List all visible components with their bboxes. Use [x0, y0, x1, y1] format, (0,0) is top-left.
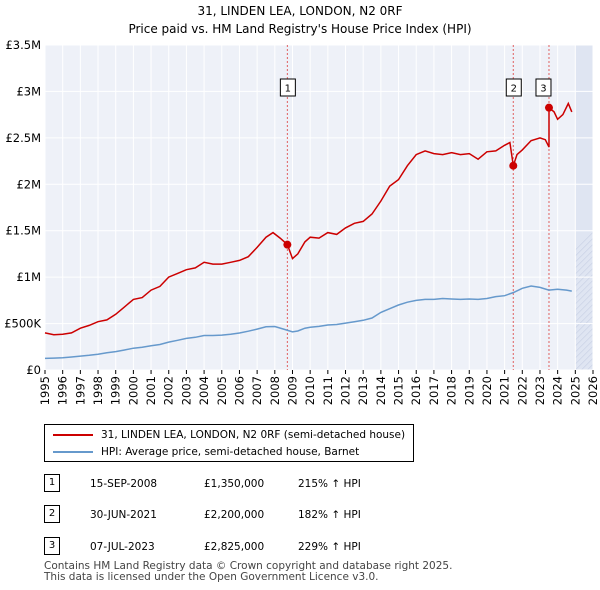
transaction-label-box — [535, 78, 552, 97]
footer: Contains HM Land Registry data © Crown c… — [44, 561, 452, 583]
x-tick-label: 2013 — [356, 376, 370, 405]
legend-item-hpi: HPI: Average price, semi-detached house,… — [53, 444, 359, 460]
plot-background — [45, 45, 593, 370]
x-tick-label: 2004 — [197, 376, 211, 405]
transaction-date: 07-JUL-2023 — [90, 541, 155, 553]
hatch-line — [575, 309, 593, 329]
transaction-hpi-change: 229% ↑ HPI — [298, 541, 361, 553]
x-tick-label: 1996 — [56, 376, 70, 405]
series-line — [44, 101, 573, 336]
chart-title: 31, LINDEN LEA, LONDON, N2 0RF — [197, 4, 402, 18]
x-tick-label: 1995 — [38, 376, 52, 405]
transaction-point — [283, 240, 292, 249]
legend-swatch-hpi — [53, 451, 93, 453]
transaction-point — [544, 103, 553, 112]
transaction-label-box — [505, 78, 522, 97]
x-tick-label: 2000 — [126, 376, 140, 405]
y-tick-label: £500K — [4, 317, 41, 331]
legend-label-property: 31, LINDEN LEA, LONDON, N2 0RF (semi-det… — [101, 429, 406, 441]
transaction-label-number: 1 — [285, 84, 291, 95]
y-tick-label: £2M — [16, 177, 41, 191]
series-line — [44, 285, 572, 360]
x-tick-label: 2019 — [462, 376, 476, 405]
transaction-label-number: 2 — [511, 84, 517, 95]
x-tick-label: 1999 — [109, 376, 123, 405]
x-tick-label: 2026 — [586, 376, 600, 405]
x-tick-label: 2012 — [339, 376, 353, 405]
transaction-date: 15-SEP-2008 — [90, 478, 158, 490]
x-tick-label: 2009 — [285, 376, 299, 405]
transaction-badge: 3 — [44, 537, 60, 555]
footer-copyright: Contains HM Land Registry data © Crown c… — [44, 560, 453, 572]
transaction-price: £1,350,000 — [204, 478, 265, 490]
x-tick-label: 2023 — [533, 376, 547, 405]
legend-swatch-property — [53, 434, 93, 436]
x-tick-label: 2006 — [232, 376, 246, 405]
y-tick-label: £1M — [16, 270, 41, 284]
x-tick-label: 2010 — [303, 376, 317, 405]
x-tick-label: 2014 — [374, 376, 388, 405]
y-tick-label: £3.5M — [5, 38, 41, 52]
x-tick-label: 2018 — [445, 376, 459, 405]
transaction-label-number: 3 — [540, 84, 546, 95]
y-tick-label: £2.5M — [5, 131, 41, 145]
series-lines — [44, 101, 573, 360]
x-tick-label: 2016 — [409, 376, 423, 405]
transaction-badge: 1 — [44, 474, 60, 492]
x-tick-label: 2017 — [427, 376, 441, 405]
forecast-shade — [575, 45, 593, 370]
gridlines — [44, 44, 594, 371]
x-tick-label: 2021 — [498, 376, 512, 405]
transaction-hpi-change: 182% ↑ HPI — [298, 509, 361, 521]
y-tick-label: £3M — [16, 84, 41, 98]
transaction-label-box — [279, 78, 296, 97]
x-tick-label: 1997 — [73, 376, 87, 405]
legend-item-property: 31, LINDEN LEA, LONDON, N2 0RF (semi-det… — [53, 427, 405, 443]
y-tick-label: £1.5M — [5, 224, 41, 238]
x-tick-label: 2022 — [515, 376, 529, 405]
x-tick-label: 2005 — [215, 376, 229, 405]
hatch-line — [593, 45, 600, 370]
chart-subtitle: Price paid vs. HM Land Registry's House … — [128, 22, 471, 36]
plot-area — [45, 45, 600, 370]
legend: 31, LINDEN LEA, LONDON, N2 0RF (semi-det… — [44, 424, 414, 462]
x-tick-label: 2003 — [179, 376, 193, 405]
x-tick-label: 2015 — [392, 376, 406, 405]
footer-licence: This data is licensed under the Open Gov… — [44, 571, 379, 583]
transaction-hpi-change: 215% ↑ HPI — [298, 478, 361, 490]
x-axis: 1995 1996 1997 1998 1999 2000 2001 2002 2003 2004… — [38, 370, 600, 405]
transaction-point — [509, 161, 518, 170]
y-axis: £0 £500K £1M £1.5M £2M £2.5M £3M £3.5M — [4, 38, 41, 377]
transaction-price: £2,200,000 — [204, 509, 265, 521]
x-tick-label: 2024 — [551, 376, 565, 405]
x-tick-label: 2008 — [268, 376, 282, 405]
x-tick-label: 1998 — [91, 376, 105, 405]
y-tick-label: £0 — [26, 363, 41, 377]
hatch-line — [575, 303, 593, 323]
x-tick-label: 2007 — [250, 376, 264, 405]
x-tick-label: 2025 — [568, 376, 582, 405]
x-tick-label: 2002 — [162, 376, 176, 405]
transaction-date: 30-JUN-2021 — [90, 509, 157, 521]
x-tick-label: 2020 — [480, 376, 494, 405]
x-tick-label: 2001 — [144, 376, 158, 405]
legend-label-hpi: HPI: Average price, semi-detached house,… — [101, 446, 360, 458]
transaction-markers: 1 2 3 — [279, 78, 553, 249]
transaction-badge: 2 — [44, 505, 60, 523]
x-tick-label: 2011 — [321, 376, 335, 405]
transaction-price: £2,825,000 — [204, 541, 265, 553]
